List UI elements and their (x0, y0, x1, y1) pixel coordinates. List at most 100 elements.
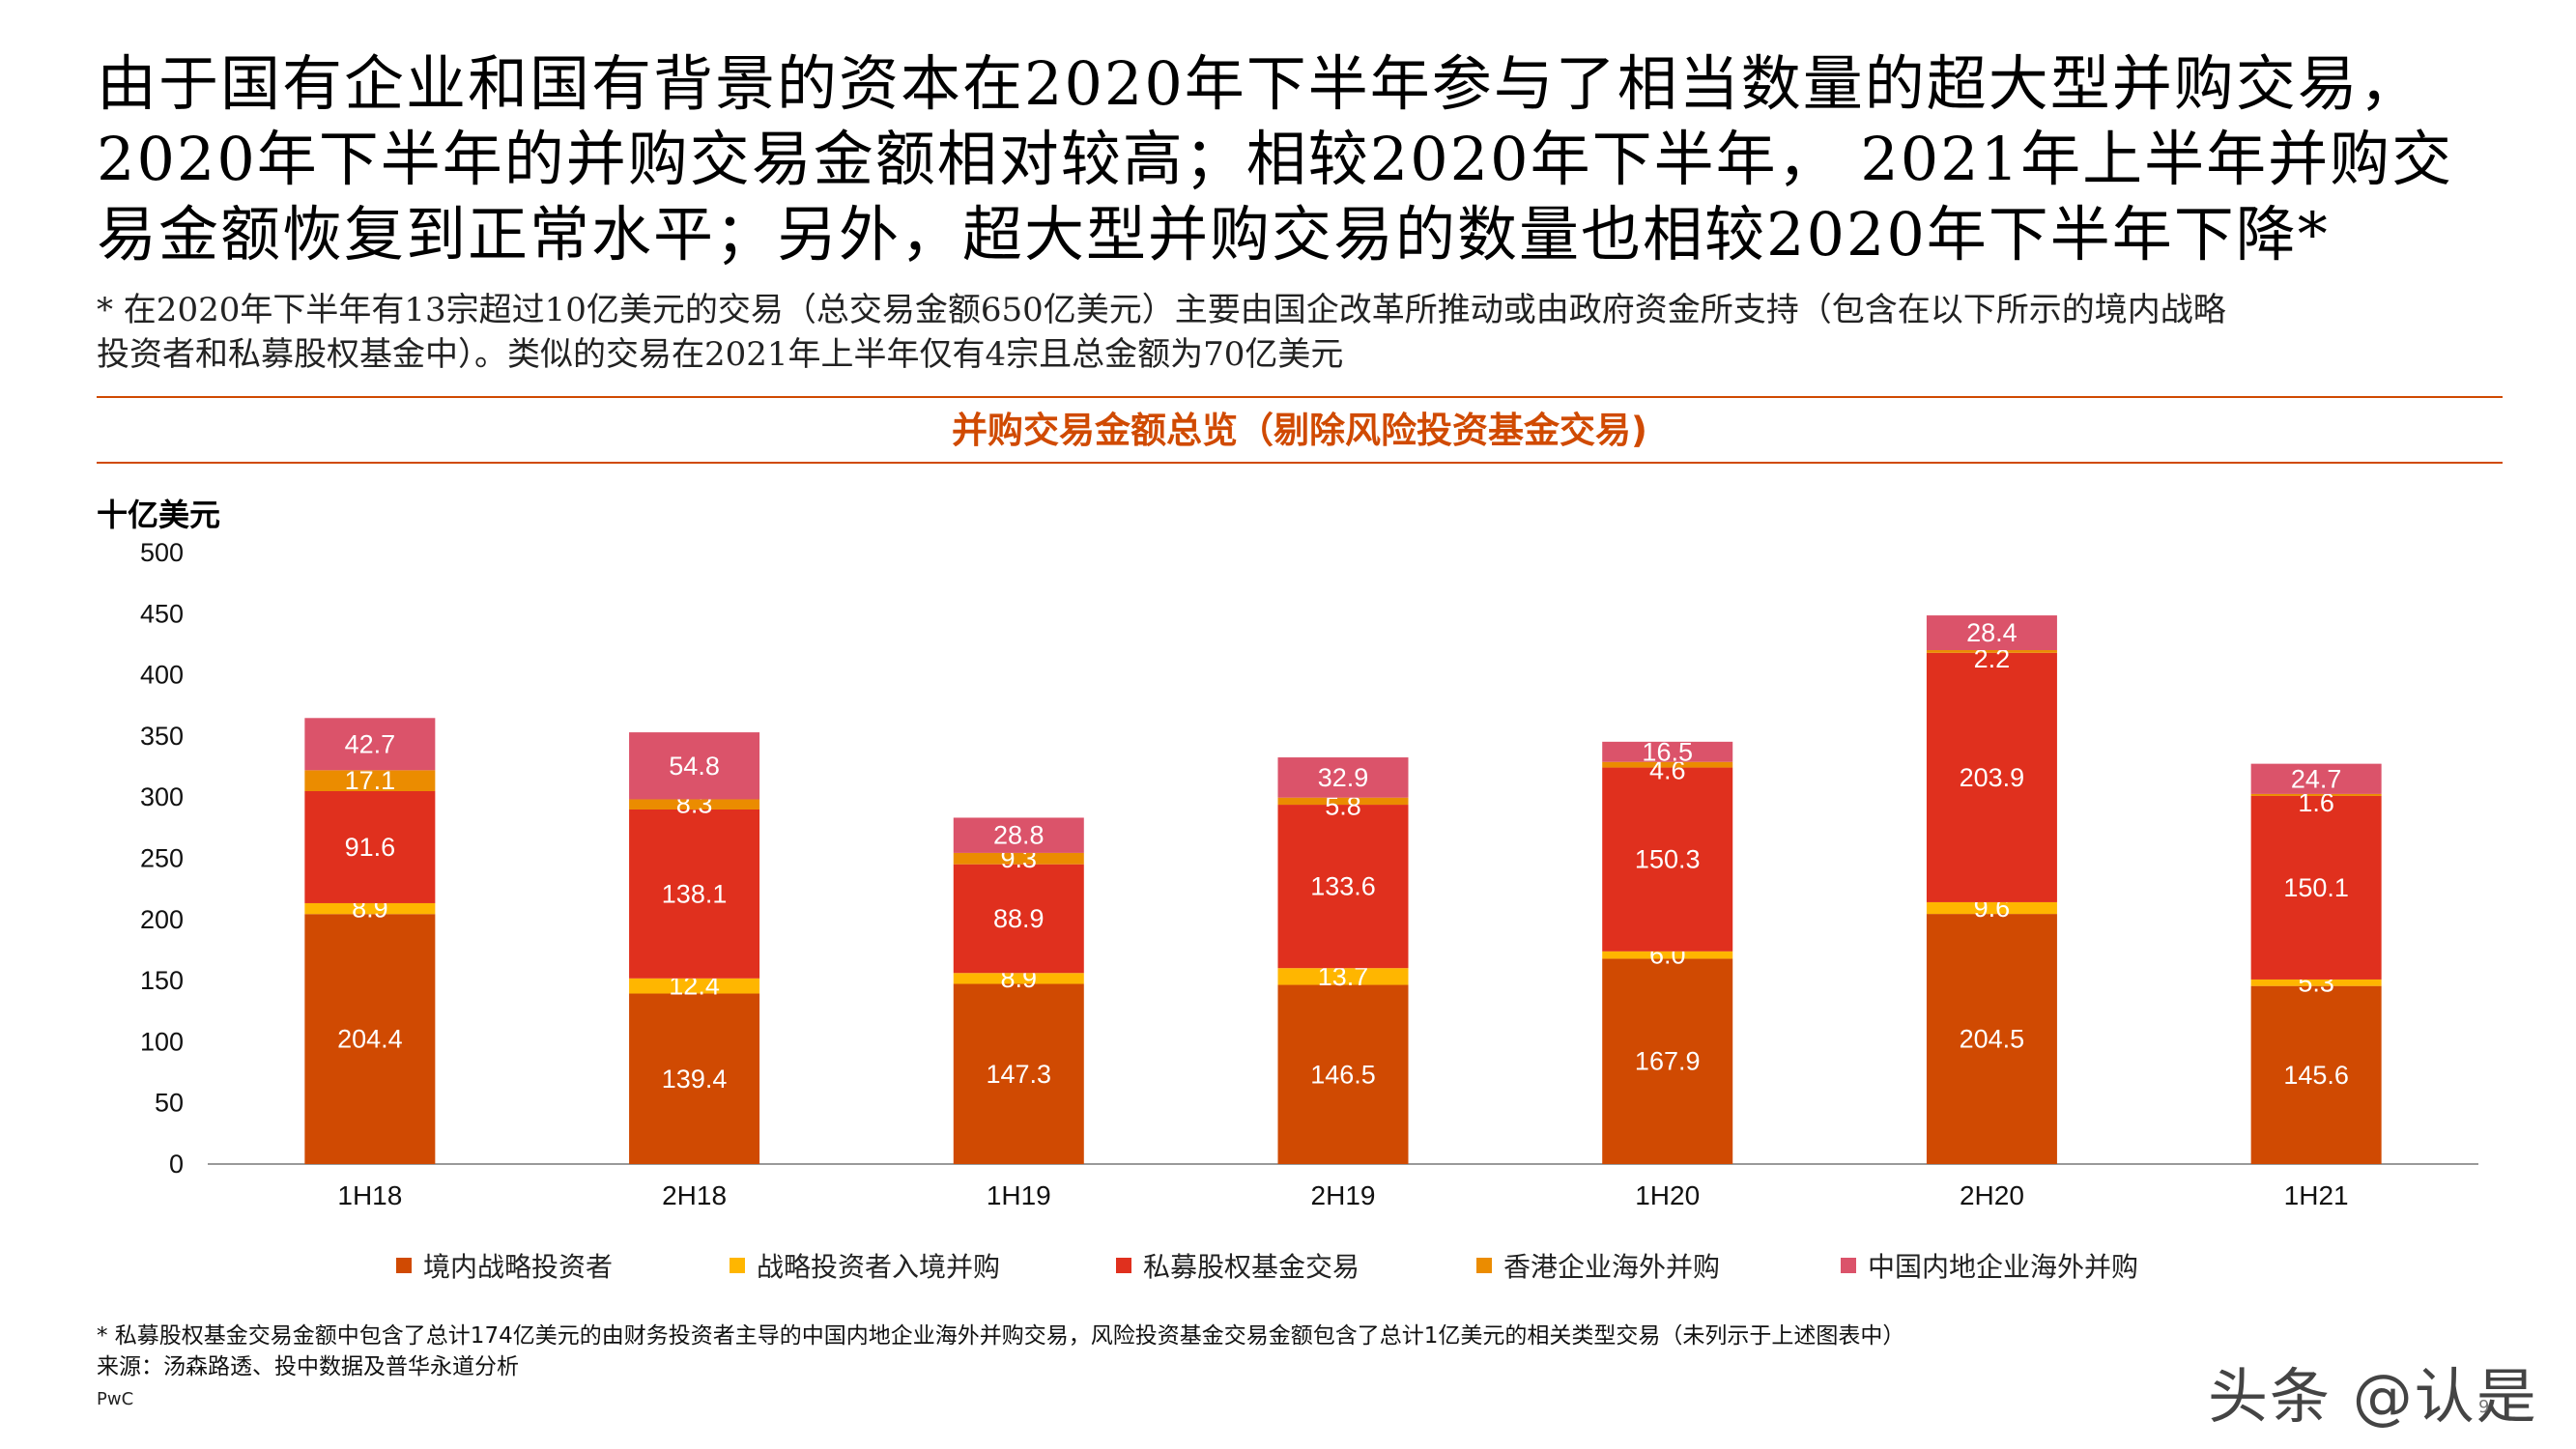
x-tick-label: 1H18 (337, 1180, 402, 1210)
x-tick-label: 1H21 (2284, 1180, 2349, 1210)
bar-segment (629, 799, 760, 810)
headline-footnote: * 在2020年下半年有13宗超过10亿美元的交易（总交易金额650亿美元）主要… (97, 288, 2532, 377)
y-tick-label: 400 (140, 661, 184, 690)
headline: 由于国有企业和国有背景的资本在2020年下半年参与了相当数量的超大型并购交易， … (97, 46, 2532, 272)
headline-line: 2020年下半年的并购交易金额相对较高；相较2020年下半年， 2021年上半年… (97, 124, 2454, 194)
bar-segment (1277, 984, 1409, 1164)
legend-swatch (1116, 1258, 1131, 1273)
legend-label: 战略投资者入境并购 (757, 1251, 1001, 1283)
data-label: 32.9 (1318, 763, 1369, 792)
bar-segment (304, 790, 436, 903)
legend-swatch (1841, 1258, 1856, 1273)
bar-segment (304, 902, 436, 915)
y-tick-label: 150 (140, 966, 184, 995)
bar-segment (1926, 652, 2057, 902)
y-tick-label: 250 (140, 844, 184, 873)
headline-line: 易金额恢复到正常水平；另外，超大型并购交易的数量也相较2020年下半年下降* (97, 199, 2330, 270)
legend-item: 中国内地企业海外并购 (1841, 1246, 2138, 1285)
legend-item: 私募股权基金交易 (1116, 1246, 1360, 1285)
title-rule-top (97, 396, 2503, 398)
legend-label: 境内战略投资者 (423, 1251, 614, 1283)
data-label: 17.1 (345, 766, 396, 795)
watermark: 头条 @认是 (2208, 1361, 2538, 1432)
bar-segment (953, 817, 1084, 853)
bar-segment (1602, 958, 1733, 1164)
y-tick-label: 100 (140, 1027, 184, 1056)
legend-item: 境内战略投资者 (396, 1246, 613, 1285)
bar-segment (1926, 901, 2057, 915)
bar-segment (2250, 763, 2382, 794)
chart-title: 并购交易金额总览（剔除风险投资基金交易) (952, 410, 1647, 451)
x-tick-label: 1H19 (987, 1180, 1051, 1210)
footnote-line: 投资者和私募股权基金中）。类似的交易在2021年上半年仅有4宗且总金额为70亿美… (97, 335, 1344, 374)
bar-segment (1926, 650, 2057, 653)
bar-segment (2250, 793, 2382, 796)
legend-label: 香港企业海外并购 (1503, 1251, 1721, 1283)
bar-segment (2250, 985, 2382, 1164)
brand-logo-text: PwC (97, 1389, 134, 1409)
data-label: 204.5 (1960, 1025, 2025, 1054)
bar-segment (629, 732, 760, 800)
legend-swatch (1476, 1258, 1492, 1273)
bar-segment (1602, 951, 1733, 959)
legend-label: 私募股权基金交易 (1143, 1251, 1360, 1283)
y-tick-label: 350 (140, 722, 184, 751)
bar-segment (1277, 805, 1409, 969)
bar-segment (1926, 615, 2057, 651)
y-tick-label: 0 (169, 1150, 184, 1179)
data-label: 54.8 (669, 752, 720, 781)
data-label: 203.9 (1960, 763, 2025, 792)
x-tick-label: 2H19 (1311, 1180, 1376, 1210)
chart-note: * 私募股权基金交易金额中包含了总计174亿美元的由财务投资者主导的中国内地企业… (97, 1323, 1905, 1349)
data-label: 88.9 (993, 904, 1045, 933)
legend-swatch (730, 1258, 745, 1273)
headline-line: 由于国有企业和国有背景的资本在2020年下半年参与了相当数量的超大型并购交易， (97, 48, 2421, 119)
data-label: 28.4 (1966, 618, 2018, 647)
stacked-bar-chart: 050100150200250300350400450500204.48.991… (140, 538, 2478, 1210)
data-label: 167.9 (1635, 1047, 1701, 1076)
footnote-line: * 在2020年下半年有13宗超过10亿美元的交易（总交易金额650亿美元）主要… (97, 291, 2226, 329)
data-label: 204.4 (337, 1025, 403, 1054)
data-label: 24.7 (2291, 764, 2342, 793)
bar-segment (1277, 757, 1409, 798)
bar-segment (629, 978, 760, 994)
y-axis-unit-label: 十亿美元 (97, 497, 221, 533)
bar-segment (2250, 979, 2382, 986)
bar-segment (1602, 767, 1733, 952)
y-tick-label: 50 (155, 1089, 184, 1118)
data-label: 28.8 (993, 821, 1045, 850)
bar-segment (953, 864, 1084, 974)
source-note: 来源：汤森路透、投中数据及普华永道分析 (97, 1354, 519, 1379)
y-tick-label: 450 (140, 599, 184, 628)
bar-segment (304, 914, 436, 1164)
bar-segment (1602, 741, 1733, 762)
data-label: 139.4 (662, 1065, 728, 1094)
data-label: 16.5 (1642, 737, 1693, 766)
bar-segment (1277, 968, 1409, 985)
page-number: 9 (2478, 1397, 2490, 1417)
data-label: 42.7 (345, 729, 396, 758)
bar-segment (953, 973, 1084, 984)
data-label: 145.6 (2283, 1061, 2349, 1090)
data-label: 91.6 (345, 833, 396, 862)
legend-item: 战略投资者入境并购 (730, 1246, 1000, 1285)
data-label: 138.1 (662, 879, 728, 908)
title-rule-bottom (97, 462, 2503, 464)
legend-swatch (396, 1258, 412, 1273)
y-tick-label: 500 (140, 538, 184, 567)
legend-item: 香港企业海外并购 (1476, 1246, 1720, 1285)
bar-segment (629, 809, 760, 979)
data-label: 133.6 (1310, 872, 1376, 901)
y-tick-label: 200 (140, 905, 184, 934)
bar-segment (1277, 797, 1409, 806)
bar-segment (629, 993, 760, 1164)
x-tick-label: 1H20 (1635, 1180, 1700, 1210)
bar-segment (304, 718, 436, 771)
bar-segment (953, 983, 1084, 1164)
data-label: 150.1 (2283, 873, 2349, 902)
legend-label: 中国内地企业海外并购 (1868, 1251, 2139, 1283)
data-label: 146.5 (1310, 1060, 1376, 1089)
bar-segment (304, 770, 436, 791)
data-label: 147.3 (986, 1060, 1051, 1089)
y-tick-label: 300 (140, 782, 184, 811)
